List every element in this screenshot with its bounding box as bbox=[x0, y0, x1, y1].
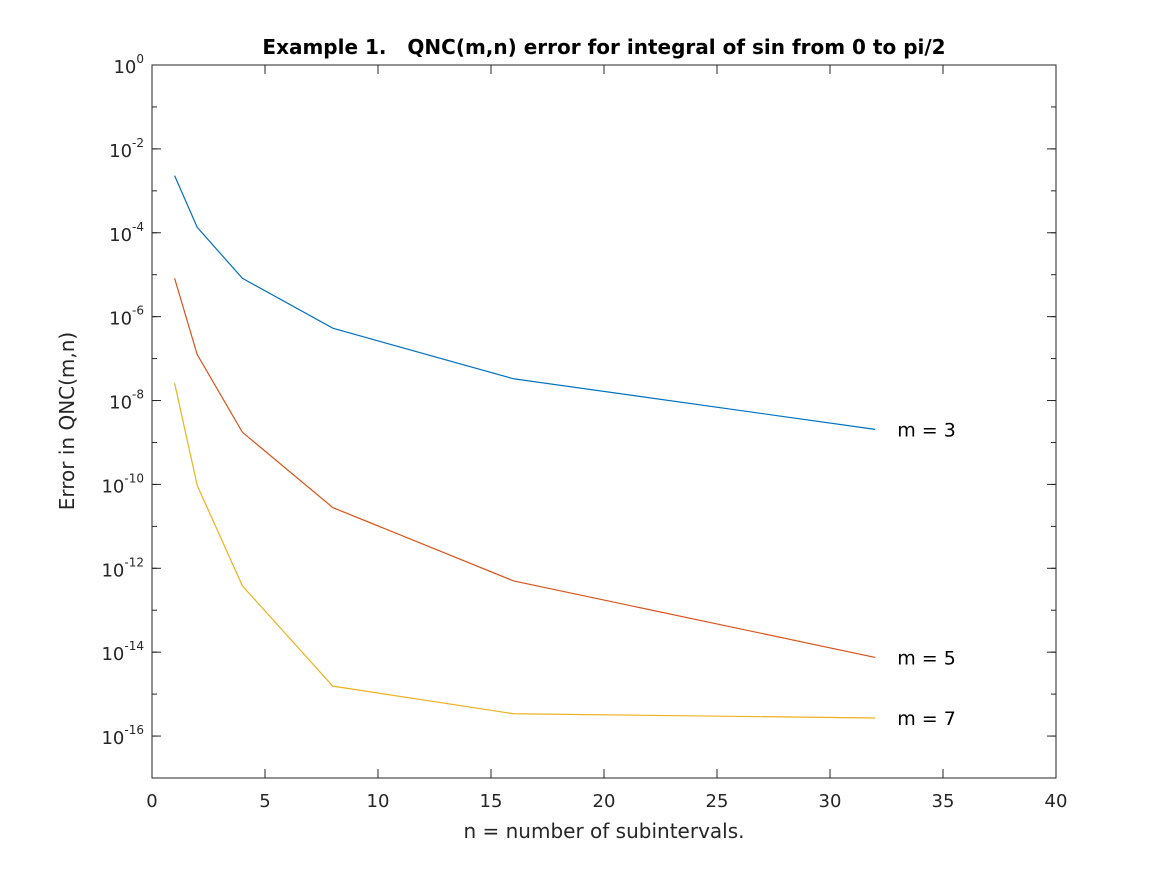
x-tick-label: 5 bbox=[259, 791, 270, 812]
series-line-2 bbox=[174, 278, 876, 659]
series-labels: m = 3 m = 5 m = 7 bbox=[897, 419, 956, 730]
y-tick-label: 10-2 bbox=[109, 136, 144, 162]
x-tick-labels: 0 5 10 15 20 25 30 35 40 bbox=[146, 791, 1067, 812]
y-tick-label: 10-4 bbox=[109, 220, 144, 246]
x-tick-label: 40 bbox=[1045, 791, 1068, 812]
y-tick-label: 10-14 bbox=[101, 639, 144, 665]
y-tick-label: 10-10 bbox=[101, 471, 144, 497]
series-label-3: m = 7 bbox=[897, 708, 956, 730]
series-line-1 bbox=[174, 175, 876, 430]
series-label-1: m = 3 bbox=[897, 419, 956, 441]
x-tick-label: 10 bbox=[367, 791, 390, 812]
series-label-2: m = 5 bbox=[897, 647, 956, 669]
x-tick-label: 20 bbox=[593, 791, 616, 812]
x-tick-label: 30 bbox=[819, 791, 842, 812]
axis-ticks bbox=[151, 64, 1057, 779]
x-axis-label: n = number of subintervals. bbox=[463, 819, 744, 843]
series-lines bbox=[174, 175, 876, 719]
x-tick-label: 15 bbox=[480, 791, 503, 812]
y-axis-label: Error in QNC(m,n) bbox=[55, 332, 79, 511]
y-tick-label: 10-6 bbox=[109, 304, 144, 330]
y-tick-label: 10-16 bbox=[101, 723, 144, 749]
y-tick-labels: 100 10-2 10-4 10-6 10-8 10-10 10-12 10-14 10-16 bbox=[101, 52, 144, 749]
y-tick-label: 100 bbox=[113, 52, 144, 78]
x-tick-label: 0 bbox=[146, 791, 157, 812]
series-line-3 bbox=[174, 382, 876, 719]
chart-title: Example 1. QNC(m,n) error for integral o… bbox=[262, 35, 945, 59]
x-tick-label: 25 bbox=[706, 791, 729, 812]
y-tick-label: 10-8 bbox=[109, 388, 144, 414]
plot-area bbox=[151, 64, 1057, 779]
y-tick-label: 10-12 bbox=[101, 555, 144, 581]
x-tick-label: 35 bbox=[932, 791, 955, 812]
